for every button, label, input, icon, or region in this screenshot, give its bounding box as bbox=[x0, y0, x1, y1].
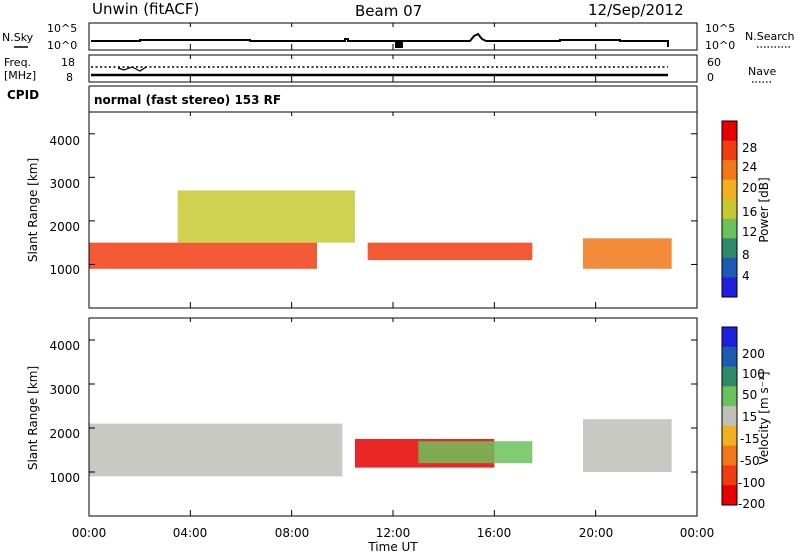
power-cbar-tick-12: 12 bbox=[742, 225, 757, 239]
nave-tick-top: 60 bbox=[707, 56, 721, 69]
noise-left-tick-bottom: 10^0 bbox=[47, 39, 77, 52]
x-axis-label: Time UT bbox=[367, 540, 418, 554]
noise-trace bbox=[91, 32, 669, 48]
power-echo-region-2 bbox=[367, 242, 533, 261]
power-panel: Slant Range [km] 1000 2000 3000 4000 Pow… bbox=[26, 111, 771, 309]
velocity-panel-frame bbox=[88, 317, 698, 517]
power-cbar-tick-20: 20 bbox=[742, 181, 757, 195]
nave-tick-bottom: 0 bbox=[707, 71, 714, 84]
power-colorbar-label: Power [dB] bbox=[757, 177, 771, 242]
power-y-tick-3000: 3000 bbox=[49, 177, 80, 191]
power-colorbar bbox=[721, 120, 738, 298]
velocity-colorbar-segment-4 bbox=[722, 406, 737, 427]
velocity-cbar-tick-m100: -100 bbox=[738, 476, 765, 490]
power-cbar-tick-16: 16 bbox=[742, 205, 757, 219]
power-colorbar-frame bbox=[721, 120, 738, 298]
noise-left-tick-top: 10^5 bbox=[47, 22, 77, 35]
velocity-colorbar-segment-8 bbox=[722, 485, 737, 506]
noise-left-label: N.Sky bbox=[2, 31, 34, 44]
noise-right-tick-bottom: 10^0 bbox=[705, 39, 735, 52]
velocity-echo-region-0 bbox=[89, 423, 343, 477]
freq-tick-bottom: 8 bbox=[66, 71, 73, 84]
velocity-y-tick-3000: 3000 bbox=[49, 383, 80, 397]
power-cbar-tick-4: 4 bbox=[742, 269, 750, 283]
x-tick-2400: 00:00 bbox=[680, 526, 715, 540]
x-tick-0800: 08:00 bbox=[275, 526, 310, 540]
velocity-echo-region-2 bbox=[418, 441, 533, 464]
power-cbar-tick-28: 28 bbox=[742, 141, 757, 155]
power-colorbar-segment-8 bbox=[722, 277, 737, 298]
freq-label-line1: Freq. bbox=[4, 56, 31, 69]
velocity-colorbar bbox=[721, 326, 738, 506]
date-title: 12/Sep/2012 bbox=[588, 1, 684, 19]
velocity-colorbar-segment-2 bbox=[722, 366, 737, 387]
velocity-colorbar-segment-0 bbox=[722, 327, 737, 348]
freq-tick-top: 18 bbox=[61, 56, 75, 69]
power-echo-layer bbox=[89, 190, 672, 269]
noise-right-tick-top: 10^5 bbox=[705, 22, 735, 35]
velocity-colorbar-segment-3 bbox=[722, 386, 737, 407]
power-echo-region-0 bbox=[89, 242, 317, 269]
power-y-tick-marks bbox=[89, 133, 697, 265]
velocity-y-tick-4000: 4000 bbox=[49, 339, 80, 353]
velocity-cbar-tick-m200: -200 bbox=[738, 497, 765, 511]
velocity-echo-region-3 bbox=[583, 419, 672, 472]
velocity-colorbar-segment-5 bbox=[722, 425, 737, 447]
power-colorbar-segment-0 bbox=[722, 121, 737, 142]
velocity-cbar-tick-200: 200 bbox=[742, 347, 765, 361]
velocity-cbar-tick-m50: -50 bbox=[740, 454, 760, 468]
power-colorbar-segment-6 bbox=[722, 238, 737, 259]
nave-label: Nave bbox=[748, 65, 776, 78]
velocity-colorbar-frame bbox=[721, 326, 738, 506]
x-tick-1600: 16:00 bbox=[477, 526, 512, 540]
cpid-label: CPID bbox=[7, 88, 39, 102]
beam-title: Beam 07 bbox=[355, 2, 422, 20]
nave-trace-dip bbox=[117, 66, 147, 72]
velocity-colorbar-label: Velocity [m s⁻¹] bbox=[757, 371, 771, 464]
power-y-tick-4000: 4000 bbox=[49, 134, 80, 148]
velocity-cbar-tick-m15: -15 bbox=[740, 432, 760, 446]
x-axis-tick-marks bbox=[88, 23, 698, 516]
velocity-colorbar-segment-1 bbox=[722, 346, 737, 368]
velocity-y-tick-1000: 1000 bbox=[49, 471, 80, 485]
velocity-y-label: Slant Range [km] bbox=[26, 366, 40, 470]
freq-label-line2: [MHz] bbox=[4, 69, 36, 82]
x-tick-0400: 04:00 bbox=[173, 526, 208, 540]
power-colorbar-segment-5 bbox=[722, 218, 737, 239]
velocity-cbar-tick-50: 50 bbox=[742, 388, 757, 402]
x-tick-2000: 20:00 bbox=[579, 526, 614, 540]
velocity-colorbar-segment-6 bbox=[722, 445, 737, 466]
power-y-label: Slant Range [km] bbox=[26, 158, 40, 262]
power-y-tick-2000: 2000 bbox=[49, 220, 80, 234]
power-y-tick-1000: 1000 bbox=[49, 263, 80, 277]
power-colorbar-segment-7 bbox=[722, 257, 737, 278]
cpid-value: normal (fast stereo) 153 RF bbox=[94, 93, 281, 107]
velocity-y-tick-marks bbox=[89, 339, 697, 473]
velocity-panel: Slant Range [km] 1000 2000 3000 4000 Vel… bbox=[26, 317, 771, 517]
velocity-cbar-tick-15: 15 bbox=[742, 410, 757, 424]
power-echo-region-1 bbox=[177, 190, 355, 243]
velocity-echo-layer bbox=[89, 419, 672, 477]
velocity-colorbar-segment-7 bbox=[722, 465, 737, 486]
power-colorbar-segment-1 bbox=[722, 140, 737, 161]
power-cbar-tick-24: 24 bbox=[742, 160, 757, 174]
noise-right-label: N.Search bbox=[745, 30, 795, 43]
station-title: Unwin (fitACF) bbox=[92, 0, 199, 18]
power-colorbar-segment-4 bbox=[722, 199, 737, 220]
x-tick-0000: 00:00 bbox=[72, 526, 107, 540]
velocity-y-tick-2000: 2000 bbox=[49, 427, 80, 441]
power-echo-region-3 bbox=[583, 238, 672, 269]
x-tick-1200: 12:00 bbox=[376, 526, 411, 540]
velocity-cbar-tick-100: 100 bbox=[742, 367, 765, 381]
power-colorbar-segment-2 bbox=[722, 160, 737, 181]
power-colorbar-segment-3 bbox=[722, 179, 737, 200]
power-cbar-tick-8: 8 bbox=[742, 248, 750, 262]
